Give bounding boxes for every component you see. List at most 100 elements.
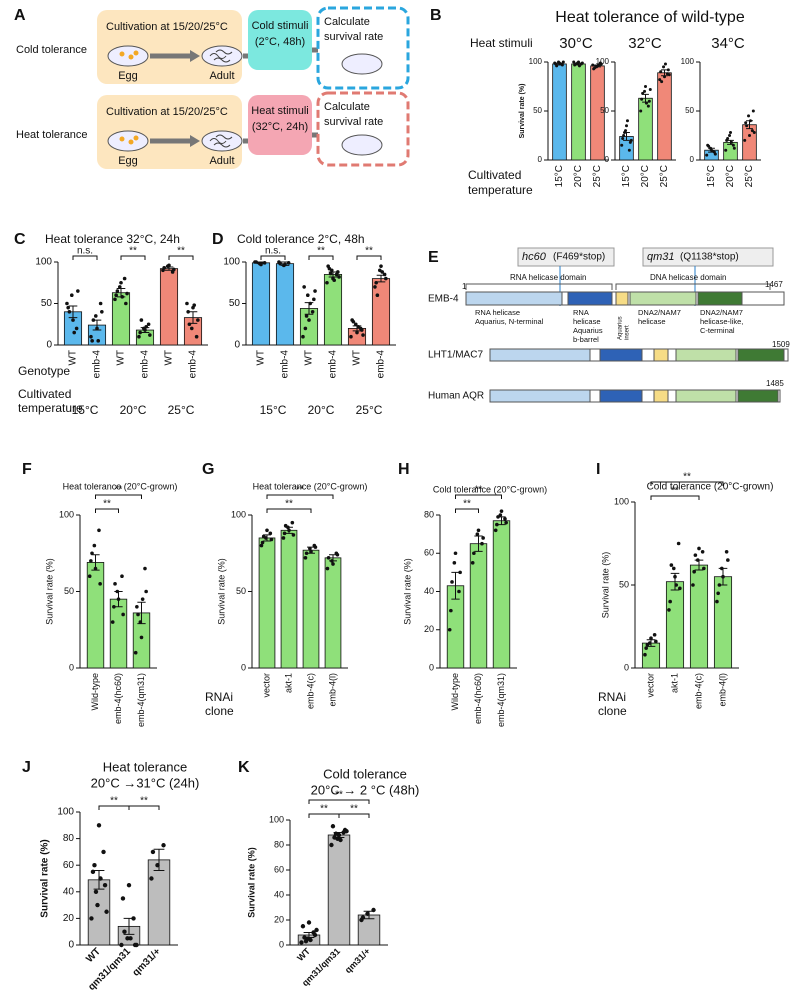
significance-bracket	[338, 813, 370, 818]
y-tick-label: 80	[274, 839, 284, 849]
y-axis-label: Survival rate (%)	[44, 558, 54, 625]
domain	[737, 389, 779, 403]
y-tick-label: 0	[429, 662, 434, 672]
data-point	[192, 303, 197, 307]
data-point	[98, 301, 103, 306]
x-tick-label: qm31/+	[343, 946, 372, 975]
egg	[119, 51, 125, 57]
data-point	[504, 520, 508, 525]
data-point	[134, 942, 139, 948]
row-label: Cultivated	[468, 168, 521, 182]
data-point	[185, 301, 189, 306]
protein-name: Human AQR	[428, 391, 484, 402]
y-tick-label: 50	[619, 579, 629, 589]
significance-label: **	[671, 486, 679, 497]
x-tick-label: emb-4(c)	[305, 673, 315, 709]
data-point	[476, 528, 481, 533]
data-point	[475, 532, 480, 536]
panel-letter: F	[22, 461, 32, 478]
data-point	[303, 556, 308, 560]
significance-bracket	[308, 799, 370, 804]
bar	[571, 63, 586, 161]
data-point	[447, 627, 452, 632]
data-point	[625, 124, 628, 128]
data-point	[125, 291, 129, 296]
data-point	[95, 902, 100, 908]
bar	[742, 124, 757, 161]
dish-label: Adult	[209, 155, 234, 167]
data-point	[380, 270, 385, 274]
data-point	[283, 523, 288, 528]
chart-title: Heat tolerance	[103, 759, 188, 774]
data-point	[335, 552, 340, 557]
data-point	[625, 119, 629, 123]
y-tick-label: 0	[624, 662, 629, 672]
egg	[128, 139, 134, 145]
data-point	[97, 528, 101, 533]
significance-bracket	[72, 255, 98, 260]
data-point	[674, 583, 679, 587]
data-point	[744, 121, 748, 125]
data-point	[353, 322, 358, 327]
data-point	[125, 936, 130, 941]
data-point	[143, 328, 147, 332]
mutation: (Q1138*stop)	[680, 252, 739, 263]
y-axis-label: Survival rate (%)	[40, 839, 51, 917]
y-tick-label: 50	[685, 106, 694, 115]
row-label: Genotype	[18, 364, 70, 378]
data-point	[302, 935, 307, 940]
data-point	[705, 153, 709, 157]
data-point	[186, 310, 190, 314]
dish	[341, 134, 383, 156]
data-point	[748, 119, 752, 123]
data-point	[715, 599, 719, 604]
domain	[653, 389, 669, 403]
data-point	[375, 293, 380, 298]
data-point	[137, 334, 141, 339]
data-point	[187, 322, 192, 327]
data-point	[136, 612, 140, 617]
data-point	[90, 869, 96, 875]
group-label: 25°C	[168, 403, 195, 417]
data-point	[659, 70, 663, 74]
data-point	[596, 63, 600, 67]
data-point	[639, 109, 643, 113]
data-point	[731, 143, 735, 147]
residue: 1485	[766, 379, 784, 388]
data-point	[732, 146, 736, 150]
data-point	[332, 278, 337, 283]
y-tick-label: 50	[533, 106, 542, 115]
x-tick-label: WT	[256, 350, 267, 366]
data-point	[591, 63, 595, 67]
data-point	[371, 907, 376, 913]
x-tick-label: WT	[84, 946, 103, 965]
y-tick-label: 0	[605, 155, 610, 164]
row-label: Cultivated	[18, 387, 71, 401]
y-tick-label: 0	[68, 940, 74, 951]
domain-label: helicase-like,	[700, 317, 743, 326]
data-point	[724, 550, 729, 554]
data-point	[194, 334, 199, 339]
significance-bracket	[128, 805, 160, 810]
dish-label: Egg	[118, 70, 138, 82]
data-point	[751, 109, 755, 113]
bar	[689, 564, 709, 669]
y-tick-label: 50	[229, 298, 241, 309]
row-label: Heat stimuli	[470, 36, 533, 50]
x-tick-label: vector	[645, 673, 655, 698]
y-tick-label: 40	[424, 586, 434, 596]
chart-subtitle: 20°C → 2 °C (48h)	[311, 782, 420, 797]
step-text: Cultivation at 15/20/25°C	[106, 106, 228, 118]
significance-label: **	[683, 472, 691, 483]
data-point	[326, 556, 331, 560]
data-point	[678, 586, 682, 591]
data-point	[312, 297, 316, 302]
data-point	[658, 78, 662, 82]
data-point	[627, 148, 631, 152]
data-point	[139, 635, 144, 640]
data-point	[93, 314, 98, 318]
error-bar	[137, 601, 146, 625]
bracket	[615, 283, 771, 290]
data-point	[713, 152, 717, 156]
data-point	[89, 916, 94, 921]
